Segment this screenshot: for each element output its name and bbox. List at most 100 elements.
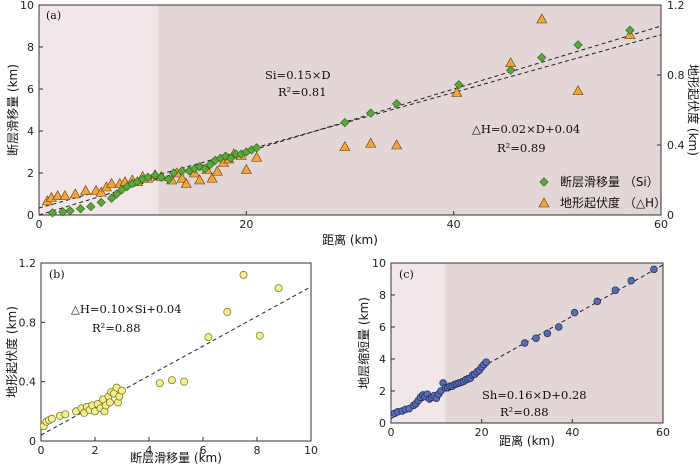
slip-point — [226, 153, 236, 163]
data-point — [204, 333, 213, 342]
relief-point — [391, 139, 403, 150]
relief-point — [59, 190, 71, 201]
y-tick-label: 1.2 — [19, 257, 37, 270]
relief-point — [180, 177, 192, 188]
y-tick-label: 4 — [27, 125, 34, 138]
slip-point — [75, 204, 86, 214]
y-tick-label: 4 — [379, 353, 386, 366]
panel-b-points — [39, 270, 283, 431]
panel-a-ylabel-left: 断层滑移量 (km) — [5, 64, 20, 156]
panel-c-xlabel: 距离 (km) — [499, 433, 555, 448]
panel-b-ticks: 0 2 4 6 8 10 0 0.4 0.8 1.2 — [19, 257, 319, 457]
panel-a-legend: 断层滑移量 （Si） 地形起伏度 （△H） — [538, 174, 666, 210]
data-point — [532, 334, 540, 342]
y-tick-label-right: 0.8 — [667, 69, 685, 82]
panel-c-frame — [390, 262, 664, 424]
y-tick-label-right: 0.4 — [667, 139, 685, 152]
panel-b: 0 2 4 6 8 10 0 0.4 0.8 1.2 (b) 断层滑移量 (km) 地形起伏度 (… — [4, 257, 318, 464]
y-tick-label: 0.4 — [19, 376, 37, 389]
relief-point — [536, 13, 548, 24]
slip-point — [252, 143, 262, 153]
panel-a-shaded-regions — [39, 5, 661, 215]
slip-point — [625, 25, 635, 35]
shaded-region-2 — [158, 5, 661, 215]
panel-c-shaded-regions — [391, 263, 663, 423]
y-tick-label: 0.8 — [19, 316, 37, 329]
panel-b-fit-r2: R²=0.88 — [92, 321, 141, 335]
legend-diamond — [539, 177, 549, 187]
y-tick-label: 8 — [27, 41, 34, 54]
data-point — [570, 308, 579, 317]
relief-point — [206, 172, 218, 183]
panel-c-ticks: 0 20 40 60 0 2 4 6 8 10 — [372, 257, 670, 439]
relief-point — [52, 190, 64, 201]
data-point — [47, 414, 56, 423]
data-point — [180, 377, 189, 386]
panel-a-fit1-r2: R²=0.81 — [278, 85, 327, 99]
data-point — [611, 286, 620, 294]
slip-point — [200, 164, 210, 174]
data-point — [627, 276, 636, 285]
data-point — [650, 265, 658, 274]
data-point — [255, 331, 264, 340]
slip-point — [65, 206, 75, 216]
panel-c-fit-equation: Sh=0.16×D+0.28 — [482, 388, 587, 402]
relief-point — [176, 172, 188, 183]
slip-point — [537, 52, 547, 63]
y-tick-label: 0 — [379, 417, 386, 430]
data-point — [105, 398, 114, 407]
relief-point — [106, 177, 118, 188]
panel-c-label: (c) — [399, 268, 414, 281]
relief-point — [69, 188, 81, 199]
slip-point — [106, 193, 117, 203]
y-tick-label: 6 — [27, 83, 34, 96]
panel-a-fit2-equation: △H=0.02×D+0.04 — [472, 122, 580, 136]
slip-point — [366, 108, 376, 118]
data-point — [155, 379, 164, 388]
relief-point — [572, 85, 584, 96]
x-tick-label: 60 — [654, 218, 668, 231]
x-tick-label: 40 — [565, 426, 579, 439]
relief-point — [80, 184, 92, 195]
panel-a-annotations: Si=0.15×D R²=0.81 △H=0.02×D+0.04 R²=0.89 — [265, 68, 580, 155]
data-point — [118, 386, 126, 395]
legend-triangle-marker — [538, 197, 550, 208]
y-tick-label-right: 1.2 — [667, 0, 685, 12]
slip-point — [340, 117, 350, 128]
panel-b-label: (b) — [49, 268, 65, 281]
slip-point — [112, 189, 122, 199]
x-tick-label: 0 — [36, 218, 43, 231]
panel-b-xlabel: 断层滑移量 (km) — [130, 450, 222, 464]
relief-point — [365, 137, 377, 148]
x-tick-label: 0 — [388, 426, 395, 439]
panel-a-fit2-r2: R²=0.89 — [497, 141, 546, 155]
data-point — [274, 284, 283, 293]
x-tick-label: 2 — [92, 444, 99, 457]
slip-point — [177, 166, 187, 176]
x-tick-label: 8 — [254, 444, 261, 457]
x-tick-label: 4 — [146, 444, 153, 457]
panel-a-xlabel: 距离 (km) — [322, 232, 378, 247]
panel-b-fit-equation: △H=0.10×Si+0.04 — [71, 302, 182, 316]
slip-point — [573, 40, 583, 50]
slip-point — [86, 201, 96, 212]
shaded-region-2 — [445, 263, 663, 423]
slip-point — [96, 197, 106, 208]
y-tick-label: 2 — [27, 167, 34, 180]
relief-point — [451, 86, 463, 97]
x-tick-label: 0 — [38, 444, 45, 457]
slip-point — [163, 174, 174, 184]
panel-c: 0 20 40 60 0 2 4 6 8 10 (c) 距离 (km) 地层缩短量 (km) Sh… — [356, 257, 670, 448]
relief-point — [211, 165, 223, 176]
data-point — [520, 339, 529, 347]
panel-a-ylabel-right: 地形起伏度 (km) — [686, 64, 700, 156]
y-tick-label-right: 0 — [667, 209, 674, 222]
legend-label-relief: 地形起伏度 （△H） — [560, 195, 666, 210]
slip-point — [150, 170, 160, 180]
y-tick-label: 10 — [20, 0, 34, 12]
legend-triangle — [538, 197, 550, 208]
x-tick-label: 20 — [475, 426, 489, 439]
x-tick-label: 10 — [304, 444, 318, 457]
relief-point — [95, 186, 107, 197]
